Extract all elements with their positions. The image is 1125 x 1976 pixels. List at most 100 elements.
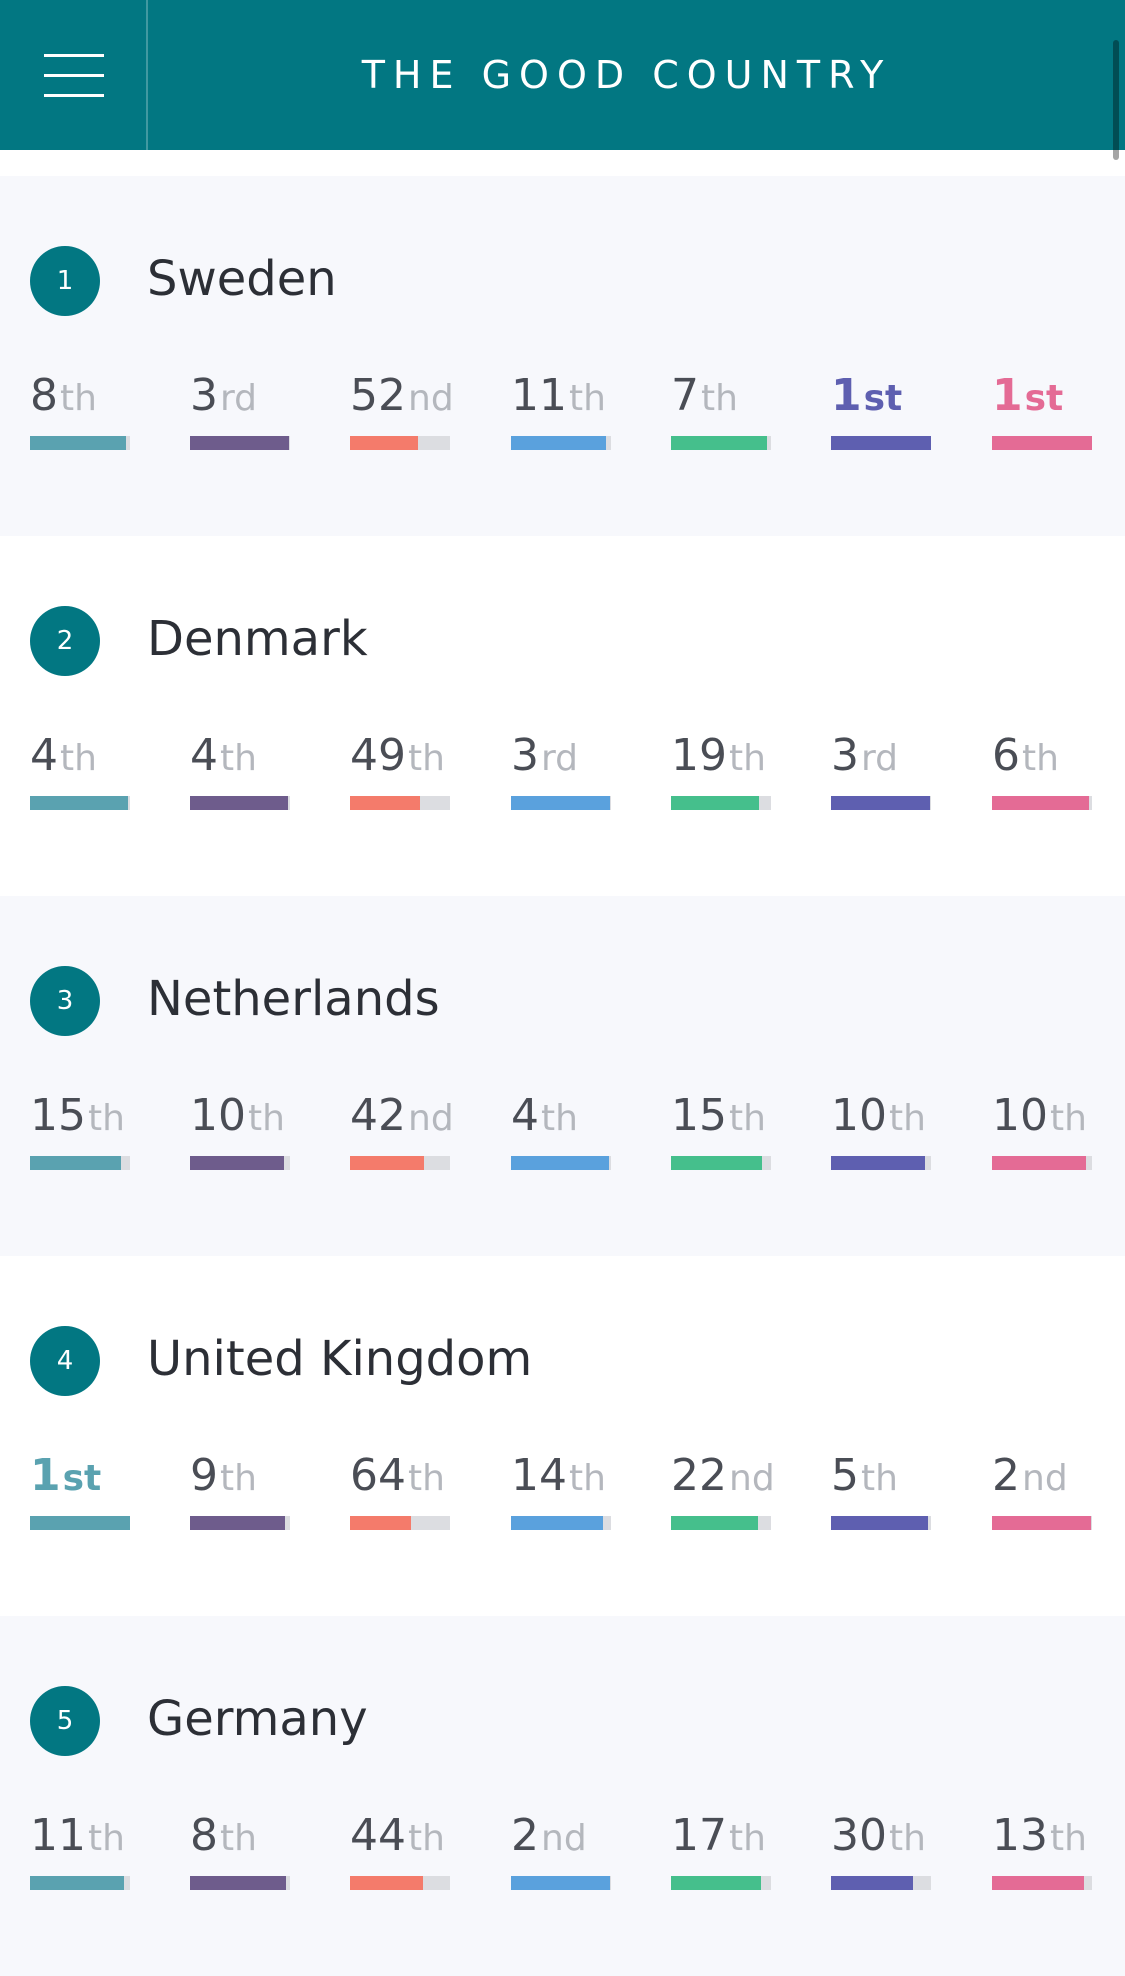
category-rank-suffix: st: [863, 378, 903, 419]
category-rank-suffix: nd: [541, 1818, 587, 1859]
category-score-bar: [992, 436, 1092, 450]
country-card[interactable]: 1 Sweden 8th 3rd 52nd 11th 7th 1st 1st: [0, 176, 1125, 536]
category-rank-number: 14: [511, 1450, 567, 1501]
category-rank: 3rd: [511, 734, 611, 814]
category-rank-suffix: th: [1022, 738, 1059, 779]
category-rank: 14th: [511, 1454, 611, 1534]
category-score-fill: [350, 436, 418, 450]
category-rank: 22nd: [671, 1454, 775, 1534]
category-rank-label: 1st: [992, 374, 1063, 418]
category-score-bar: [831, 1156, 931, 1170]
country-card[interactable]: 4 United Kingdom 1st 9th 64th 14th 22nd 5th 2nd: [0, 1256, 1125, 1616]
category-score-bar: [992, 1156, 1092, 1170]
category-rank-suffix: th: [889, 1098, 926, 1139]
category-rankings: 11th 8th 44th 2nd 17th 30th 13th: [30, 1814, 1110, 1894]
category-score-fill: [190, 1156, 284, 1170]
category-rank: 15th: [30, 1094, 130, 1174]
country-card[interactable]: 5 Germany 11th 8th 44th 2nd 17th 30th 13th: [0, 1616, 1125, 1976]
rank-badge: 1: [30, 246, 100, 316]
category-rank: 5th: [831, 1454, 931, 1534]
category-rank-suffix: st: [1024, 378, 1064, 419]
category-rank: 1st: [30, 1454, 130, 1534]
category-rank-number: 1: [30, 1450, 61, 1501]
hamburger-menu-icon[interactable]: [0, 0, 148, 150]
category-score-bar: [671, 436, 771, 450]
category-score-bar: [671, 796, 771, 810]
category-rank: 9th: [190, 1454, 290, 1534]
category-rank-suffix: nd: [408, 1098, 454, 1139]
category-rank-number: 8: [190, 1810, 218, 1861]
category-rank-label: 22nd: [671, 1454, 775, 1498]
category-score-bar: [831, 1516, 931, 1530]
category-rank-suffix: th: [88, 1098, 125, 1139]
country-name: Germany: [147, 1691, 368, 1747]
category-rank-number: 8: [30, 370, 58, 421]
category-rank-suffix: th: [1050, 1818, 1087, 1859]
category-score-bar: [30, 1156, 130, 1170]
category-rank-number: 44: [350, 1810, 406, 1861]
category-rank-suffix: th: [88, 1818, 125, 1859]
category-score-bar: [511, 1156, 611, 1170]
category-rank-number: 9: [190, 1450, 218, 1501]
category-rank: 30th: [831, 1814, 931, 1894]
rank-badge: 4: [30, 1326, 100, 1396]
category-rank-number: 2: [992, 1450, 1020, 1501]
category-score-fill: [190, 1876, 286, 1890]
category-score-fill: [831, 1156, 925, 1170]
rank-badge: 5: [30, 1686, 100, 1756]
category-score-bar: [190, 1156, 290, 1170]
category-rank-number: 42: [350, 1090, 406, 1141]
country-card[interactable]: 2 Denmark 4th 4th 49th 3rd 19th 3rd 6th: [0, 536, 1125, 896]
category-rank-suffix: th: [60, 378, 97, 419]
category-rank-label: 42nd: [350, 1094, 454, 1138]
category-rank-number: 17: [671, 1810, 727, 1861]
category-rank-label: 64th: [350, 1454, 445, 1498]
category-rank-label: 7th: [671, 374, 738, 418]
category-score-bar: [511, 1876, 611, 1890]
category-rank-label: 44th: [350, 1814, 445, 1858]
category-rank-label: 4th: [511, 1094, 578, 1138]
category-rank-suffix: rd: [541, 738, 579, 779]
category-score-fill: [350, 1156, 424, 1170]
rank-badge: 3: [30, 966, 100, 1036]
category-score-bar: [350, 1516, 450, 1530]
category-rank-number: 19: [671, 730, 727, 781]
category-rank-label: 1st: [831, 374, 902, 418]
category-rank-number: 5: [831, 1450, 859, 1501]
category-score-fill: [831, 1516, 928, 1530]
category-score-fill: [190, 796, 288, 810]
country-card[interactable]: 3 Netherlands 15th 10th 42nd 4th 15th 10th 10th: [0, 896, 1125, 1256]
category-score-fill: [30, 796, 128, 810]
category-rank-suffix: th: [729, 1818, 766, 1859]
category-rank: 1st: [831, 374, 931, 454]
scrollbar[interactable]: [1113, 40, 1119, 160]
country-name: Netherlands: [147, 971, 440, 1027]
category-rank-number: 15: [30, 1090, 86, 1141]
category-rank-suffix: th: [408, 738, 445, 779]
category-rank-suffix: th: [220, 1818, 257, 1859]
category-score-fill: [671, 436, 767, 450]
category-rank-suffix: th: [701, 378, 738, 419]
category-rank-suffix: th: [408, 1458, 445, 1499]
category-rankings: 8th 3rd 52nd 11th 7th 1st 1st: [30, 374, 1110, 454]
category-rank-number: 1: [831, 370, 862, 421]
app-header: THE GOOD COUNTRY: [0, 0, 1125, 160]
category-rank-number: 4: [190, 730, 218, 781]
category-rank-suffix: th: [569, 1458, 606, 1499]
category-rank: 10th: [190, 1094, 290, 1174]
category-rank-number: 11: [30, 1810, 86, 1861]
category-rank-number: 10: [831, 1090, 887, 1141]
category-rank-suffix: th: [729, 738, 766, 779]
category-rank-label: 17th: [671, 1814, 766, 1858]
category-rank-label: 10th: [831, 1094, 926, 1138]
category-rank-label: 5th: [831, 1454, 898, 1498]
category-rank-number: 3: [190, 370, 218, 421]
category-rank-suffix: th: [220, 738, 257, 779]
category-rank-number: 49: [350, 730, 406, 781]
category-rank: 8th: [30, 374, 130, 454]
category-score-fill: [350, 1516, 411, 1530]
category-rank: 8th: [190, 1814, 290, 1894]
category-score-bar: [30, 1876, 130, 1890]
category-rank-suffix: th: [569, 378, 606, 419]
category-rank-number: 2: [511, 1810, 539, 1861]
